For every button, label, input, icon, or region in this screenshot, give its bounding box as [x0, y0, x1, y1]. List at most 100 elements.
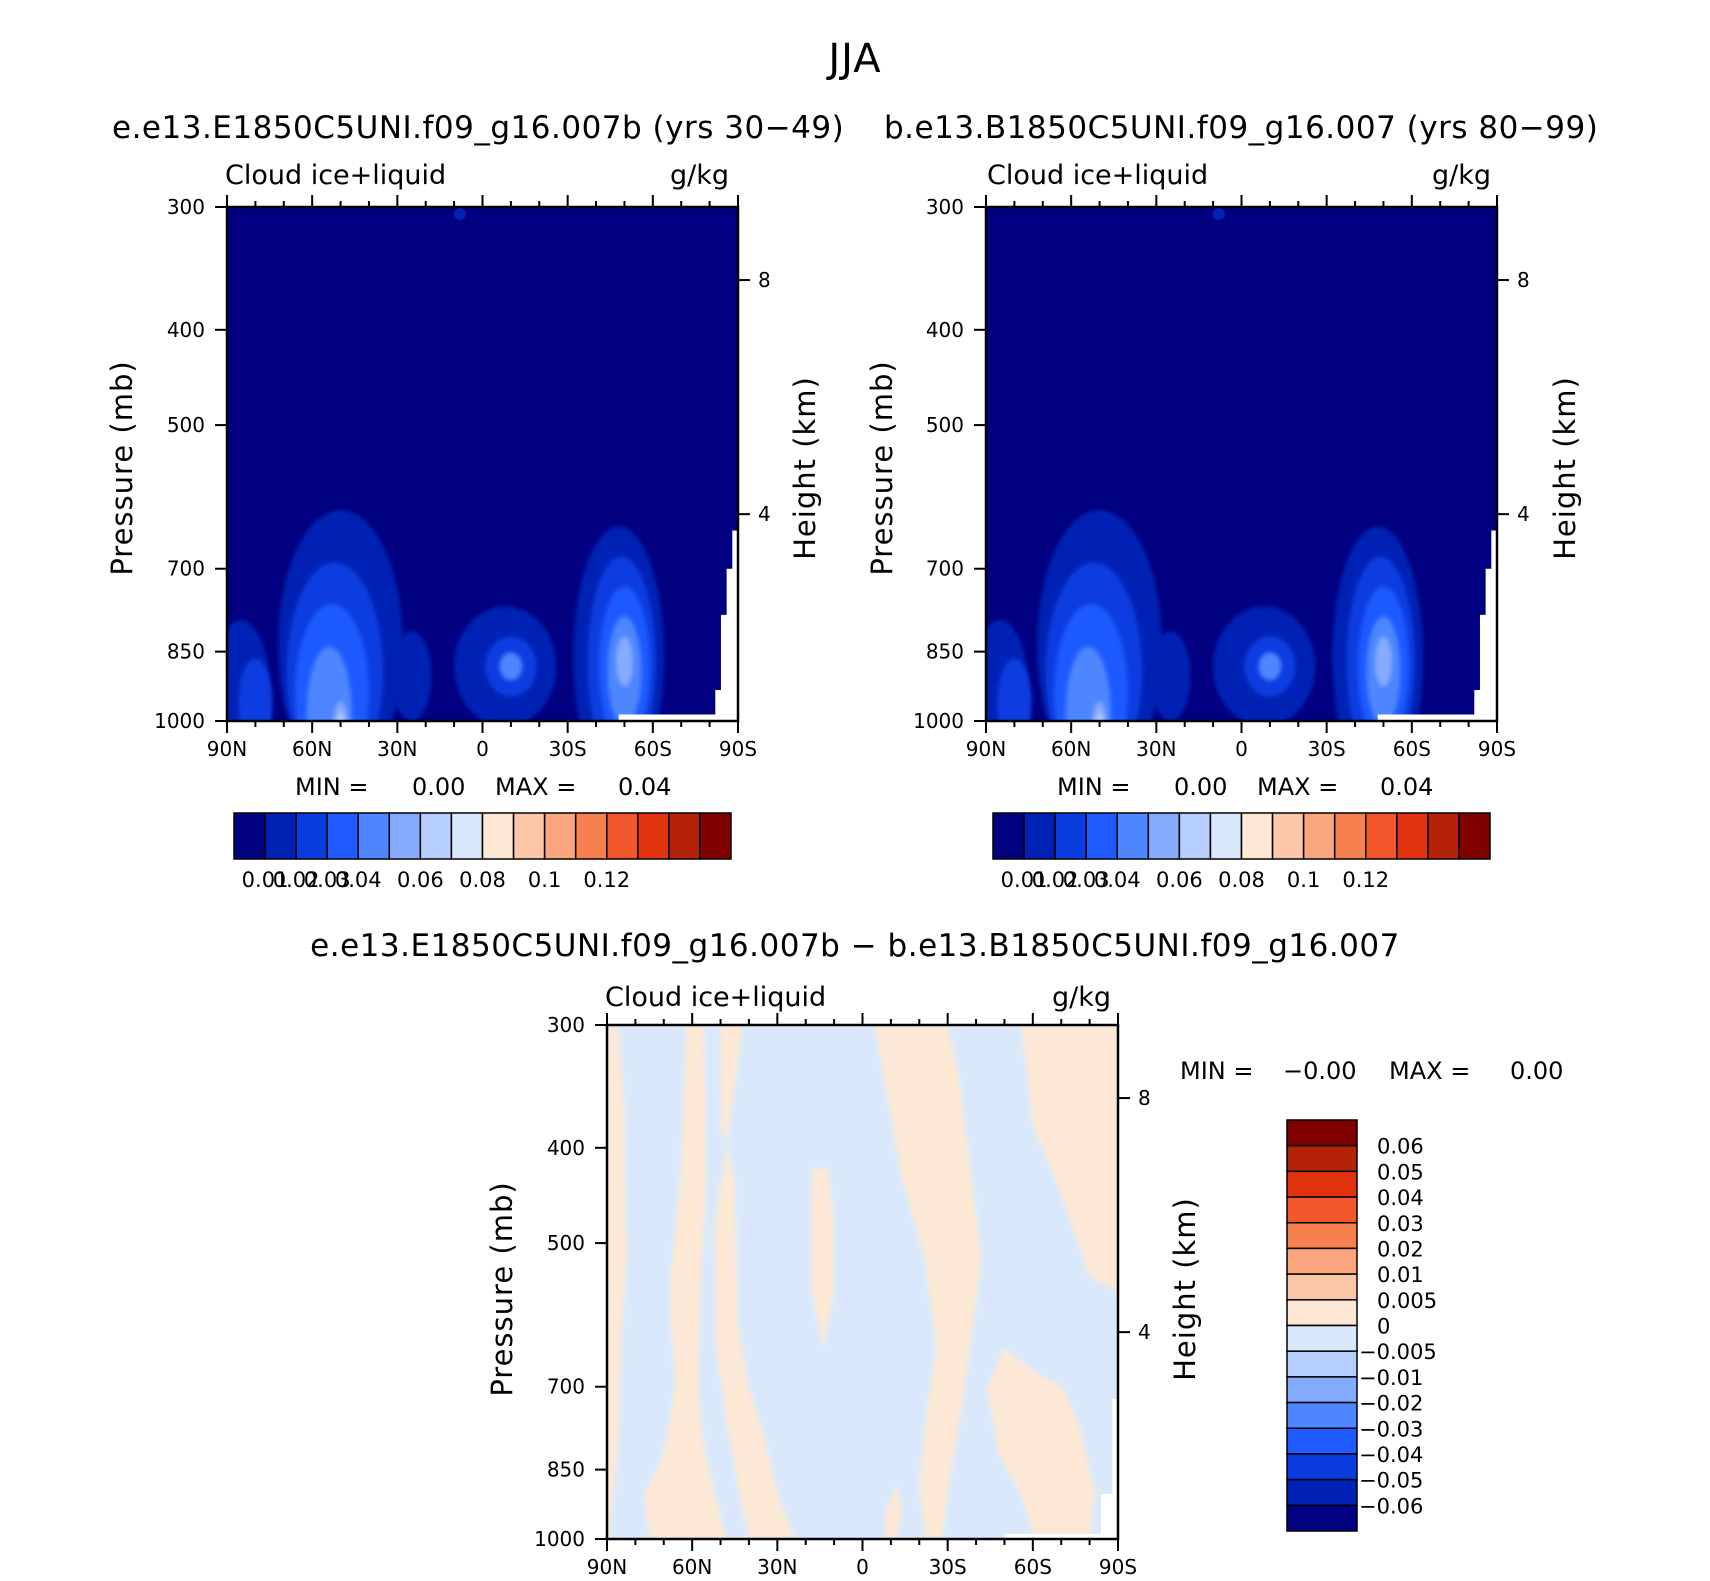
panel-3-title: e.e13.E1850C5UNI.f09_g16.007b − b.e13.B1… [310, 928, 1400, 964]
panel-2-min-label: MIN = [1057, 773, 1131, 801]
topography-mask [1004, 1398, 1118, 1539]
colorbar-tick-label: −0.01 [1359, 1366, 1423, 1390]
y-tick-label: 400 [547, 1136, 585, 1160]
y-tick-label: 850 [167, 640, 205, 664]
y-tick-label: 500 [926, 413, 964, 437]
colorbar-swatch [1147, 812, 1181, 860]
y2-tick-label: 4 [758, 502, 771, 526]
colorbar-tick-label: 0.02 [1032, 868, 1079, 892]
colorbar-swatch [637, 812, 670, 860]
panel-2-title: b.e13.B1850C5UNI.f09_g16.007 (yrs 80−99) [884, 110, 1599, 146]
colorbar-tick-label: 0.12 [583, 868, 630, 892]
panel-1-max-label: MAX = [495, 773, 577, 801]
colorbar-swatch [1286, 1299, 1358, 1327]
colorbar-tick-label: 0.06 [1377, 1135, 1424, 1159]
x-tick-label: 30S [549, 737, 587, 761]
contour-blob [453, 208, 466, 221]
x-tick-label: 30S [929, 1555, 967, 1579]
contour-blob [997, 658, 1032, 721]
colorbar-swatch [1286, 1350, 1358, 1378]
colorbar-tick-label: −0.06 [1359, 1494, 1423, 1518]
panel-3-max-label: MAX = [1389, 1057, 1471, 1085]
colorbar-swatch [357, 812, 391, 860]
colorbar-swatch [1286, 1453, 1358, 1481]
colorbar-swatch [1333, 812, 1367, 860]
x-tick-label: 30N [377, 737, 417, 761]
colorbar-tick-label: 0.01 [242, 868, 289, 892]
panel-2-colorbar: 0.010.020.030.04 0.06 0.08 0.1 0.12 [992, 812, 1491, 892]
colorbar-swatch [1286, 1170, 1358, 1198]
colorbar-tick-label: −0.005 [1359, 1340, 1437, 1364]
contour-region [607, 1025, 627, 1539]
contour-blob [337, 712, 344, 721]
colorbar-swatch [1286, 1376, 1358, 1404]
contour-blob [238, 658, 273, 721]
colorbar-swatch [1427, 812, 1460, 860]
x-tick-label: 60S [634, 737, 672, 761]
contour-blob [1150, 631, 1191, 721]
y-tick-label: 850 [926, 640, 964, 664]
colorbar-swatch [1240, 812, 1274, 860]
y-tick-label: 400 [167, 318, 205, 342]
colorbar-tick-label: 0.02 [1377, 1237, 1424, 1261]
colorbar-tick-label: 0.06 [397, 868, 444, 892]
contour-region [1021, 1025, 1118, 1292]
colorbar-swatch [1286, 1247, 1358, 1275]
colorbar-swatch [992, 812, 1025, 860]
colorbar-tick-label: 0.03 [1377, 1212, 1424, 1236]
colorbar-tick-label: −0.02 [1359, 1392, 1423, 1416]
colorbar-swatch [1286, 1273, 1358, 1301]
y2-tick-label: 8 [1517, 268, 1530, 292]
y2-tick-label: 8 [1138, 1086, 1151, 1110]
colorbar-swatch [388, 812, 422, 860]
colorbar-swatch [233, 812, 266, 860]
topography-mask [618, 530, 738, 721]
y-tick-label: 1000 [154, 709, 205, 733]
colorbar-swatch [1209, 812, 1243, 860]
x-tick-label: 90N [587, 1555, 627, 1579]
contour-blob [1258, 652, 1282, 681]
colorbar-swatch [1178, 812, 1212, 860]
contour-blob [499, 652, 523, 681]
panel-2-contours [986, 207, 1497, 721]
contour-blob [615, 636, 633, 687]
y2-tick-label: 4 [1138, 1320, 1151, 1344]
topography-mask [1377, 530, 1497, 721]
panel-3-colorbar: 0.060.050.040.030.020.010.0050−0.005−0.0… [1286, 1119, 1437, 1532]
contour-blob [1374, 636, 1392, 687]
x-tick-label: 90N [207, 737, 247, 761]
colorbar-tick-label: 0.01 [1377, 1263, 1424, 1287]
colorbar-swatch [419, 812, 453, 860]
panel-3-min-value: −0.00 [1283, 1057, 1357, 1085]
x-tick-label: 90S [1478, 737, 1516, 761]
colorbar-tick-label: 0.1 [1287, 868, 1320, 892]
contour-blob [1092, 701, 1107, 721]
colorbar-swatch [1286, 1401, 1358, 1429]
colorbar-swatch [1286, 1222, 1358, 1250]
panel-1-colorbar: 0.010.020.030.04 0.06 0.08 0.1 0.12 [233, 812, 732, 892]
panel-1-contours [227, 207, 738, 721]
x-tick-label: 0 [856, 1555, 869, 1579]
panel-2-units-label: g/kg [1432, 160, 1492, 191]
x-tick-label: 90S [719, 737, 757, 761]
colorbar-tick-label: −0.03 [1359, 1417, 1423, 1441]
contour-blob [1212, 208, 1225, 221]
panel-3-units-label: g/kg [1052, 982, 1112, 1013]
colorbar-tick-label: 0.04 [1377, 1186, 1424, 1210]
contour-blob [391, 631, 432, 721]
colorbar-tick-label: 0.1 [528, 868, 561, 892]
colorbar-swatch [450, 812, 484, 860]
colorbar-swatch [543, 812, 577, 860]
panel-3-contours [607, 1025, 1118, 1539]
colorbar-tick-label: 0.03 [304, 868, 351, 892]
colorbar-swatch [1286, 1324, 1358, 1352]
colorbar-swatch [668, 812, 701, 860]
x-tick-label: 60N [1051, 737, 1091, 761]
panel-2-variable-label: Cloud ice+liquid [987, 160, 1209, 191]
colorbar-swatch [1286, 1504, 1358, 1532]
figure-title: JJA [828, 36, 882, 82]
panel-2-max-value: 0.04 [1380, 773, 1434, 801]
colorbar-swatch [481, 812, 515, 860]
colorbar-swatch [512, 812, 546, 860]
y-tick-label: 400 [926, 318, 964, 342]
